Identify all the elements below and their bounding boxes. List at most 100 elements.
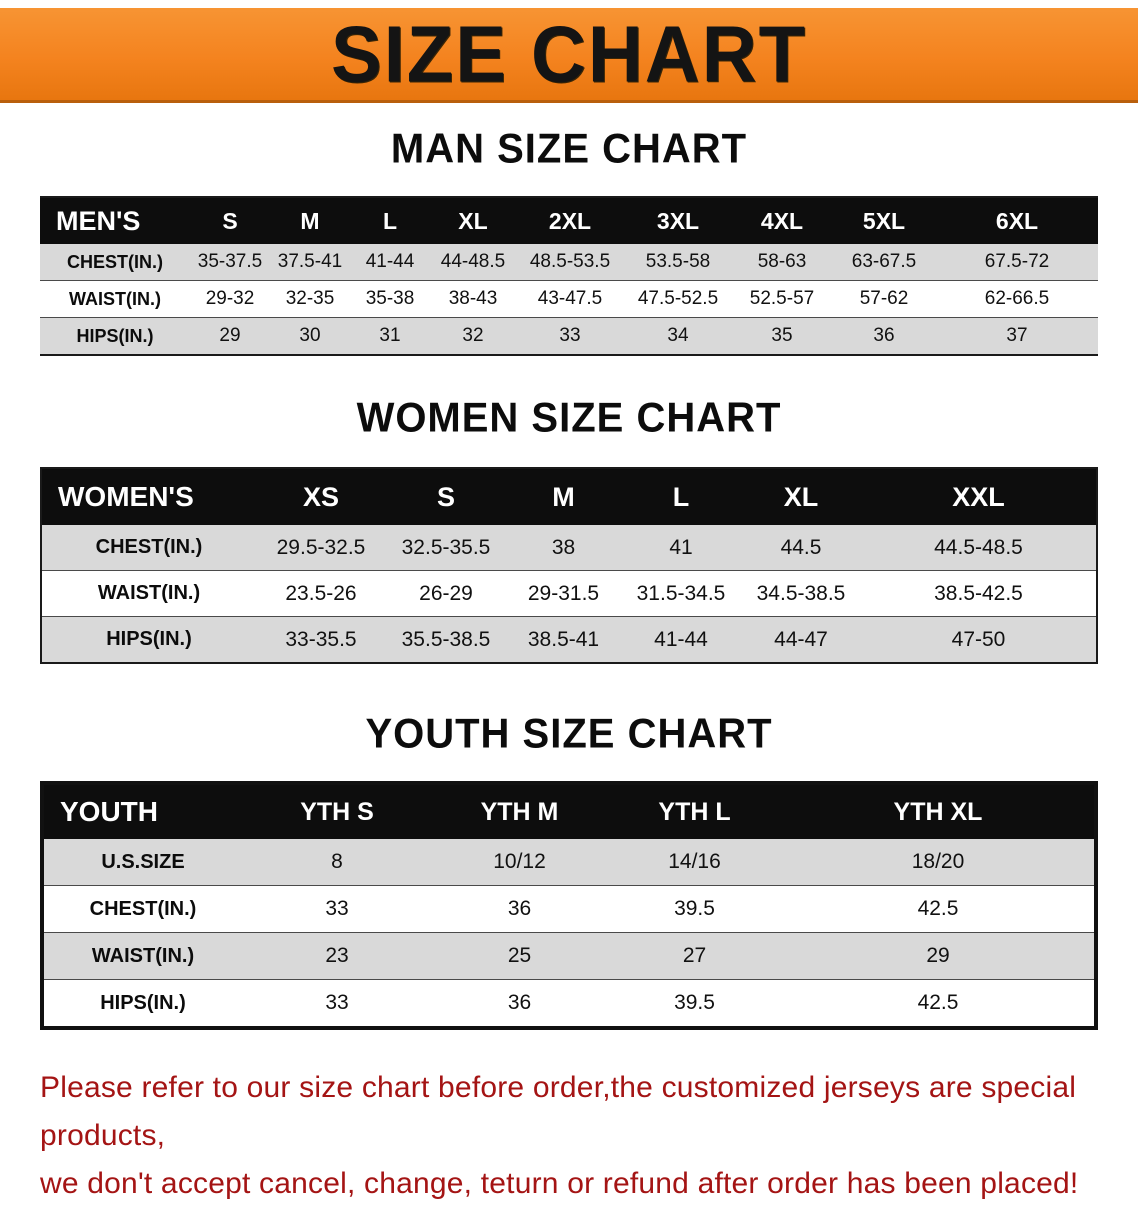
section-youth: YOUTH SIZE CHART YOUTH YTH S YTH M YTH L YTH… bbox=[0, 711, 1138, 1030]
row-label: HIPS(IN.) bbox=[100, 991, 186, 1014]
measurement-value: 29.5-32.5 bbox=[276, 535, 366, 559]
row-label: WAIST(IN.) bbox=[97, 582, 201, 604]
measurement-value: 41-44 bbox=[654, 627, 708, 651]
measurement-value: 63-67.5 bbox=[851, 251, 917, 272]
measurement-value: 37 bbox=[1006, 325, 1028, 346]
measurement-value: 29 bbox=[219, 325, 241, 346]
table-header-row: YOUTH YTH S YTH M YTH L YTH XL bbox=[42, 783, 1096, 839]
measurement-value: 52.5-57 bbox=[749, 288, 815, 309]
youth-size-table: YOUTH YTH S YTH M YTH L YTH XL U.S.SIZE 8 10/1… bbox=[40, 781, 1098, 1030]
women-size-table: WOMEN'S XS S M L XL XXL CHEST(IN.) 29.5-32.5 32.… bbox=[40, 467, 1098, 664]
size-column-header: M bbox=[270, 197, 350, 244]
measurement-value: 42.5 bbox=[917, 897, 959, 920]
size-column-header: 6XL bbox=[936, 197, 1098, 244]
size-column-header: L bbox=[350, 197, 430, 244]
measurement-value: 33 bbox=[325, 897, 349, 920]
measurement-row: HIPS(IN.) 29 30 31 32 33 34 35 36 37 bbox=[40, 317, 1098, 355]
measurement-value: 32-35 bbox=[285, 288, 335, 309]
size-column-header: 3XL bbox=[624, 197, 732, 244]
measurement-value: 8 bbox=[331, 850, 343, 873]
section-women: WOMEN SIZE CHART WOMEN'S XS S M L XL XXL CHEST… bbox=[0, 395, 1138, 664]
table-corner-label: WOMEN'S bbox=[41, 468, 256, 525]
measurement-value: 35.5-38.5 bbox=[401, 627, 491, 651]
measurement-value: 33 bbox=[325, 991, 349, 1014]
banner-title: SIZE CHART bbox=[331, 9, 807, 99]
men-size-table: MEN'S S M L XL 2XL 3XL 4XL 5XL 6XL CHEST(IN.) 35-3… bbox=[40, 196, 1098, 356]
measurement-row: CHEST(IN.) 29.5-32.5 32.5-35.5 38 41 44.5 44.5… bbox=[41, 525, 1097, 571]
measurement-value: 10/12 bbox=[493, 850, 546, 873]
measurement-value: 27 bbox=[682, 944, 707, 967]
measurement-value: 35-38 bbox=[365, 288, 415, 309]
men-section-heading: MAN SIZE CHART bbox=[390, 126, 748, 172]
size-column-header: 2XL bbox=[516, 197, 624, 244]
size-column-header: YTH S bbox=[242, 783, 432, 839]
measurement-value: 44.5-48.5 bbox=[934, 535, 1023, 559]
measurement-value: 47.5-52.5 bbox=[637, 288, 719, 309]
measurement-value: 39.5 bbox=[674, 991, 715, 1014]
footer-disclaimer: Please refer to our size chart before or… bbox=[40, 1064, 1100, 1208]
size-column-header: S bbox=[386, 468, 506, 525]
size-chart-banner: SIZE CHART bbox=[0, 8, 1138, 103]
measurement-value: 67.5-72 bbox=[984, 251, 1050, 272]
measurement-value: 26-29 bbox=[419, 581, 473, 605]
table-header-row: WOMEN'S XS S M L XL XXL bbox=[41, 468, 1097, 525]
measurement-row: HIPS(IN.) 33-35.5 35.5-38.5 38.5-41 41-44 44-… bbox=[41, 616, 1097, 663]
size-column-header: 5XL bbox=[832, 197, 936, 244]
footer-line-1: Please refer to our size chart before or… bbox=[40, 1071, 1077, 1152]
measurement-value: 38.5-42.5 bbox=[934, 581, 1023, 605]
table-header-row: MEN'S S M L XL 2XL 3XL 4XL 5XL 6XL bbox=[40, 197, 1098, 244]
measurement-value: 29-31.5 bbox=[527, 581, 600, 605]
measurement-row: U.S.SIZE 8 10/12 14/16 18/20 bbox=[42, 839, 1096, 886]
measurement-row: WAIST(IN.) 29-32 32-35 35-38 38-43 43-47.5 47.… bbox=[40, 280, 1098, 318]
measurement-value: 31 bbox=[379, 325, 401, 346]
measurement-value: 57-62 bbox=[859, 288, 909, 309]
measurement-value: 14/16 bbox=[668, 850, 721, 873]
size-column-header: S bbox=[190, 197, 270, 244]
measurement-value: 38-43 bbox=[448, 288, 498, 309]
footer-line-2: we don't accept cancel, change, teturn o… bbox=[40, 1167, 1079, 1200]
measurement-value: 32.5-35.5 bbox=[401, 535, 491, 559]
women-section-heading: WOMEN SIZE CHART bbox=[356, 395, 782, 441]
size-column-header: XS bbox=[256, 468, 386, 525]
table-corner-label: MEN'S bbox=[40, 197, 190, 244]
size-column-header: YTH L bbox=[607, 783, 782, 839]
measurement-value: 23 bbox=[325, 944, 349, 967]
measurement-value: 53.5-58 bbox=[645, 251, 711, 272]
row-label: WAIST(IN.) bbox=[91, 944, 195, 967]
measurement-value: 34 bbox=[667, 325, 689, 346]
size-column-header: L bbox=[621, 468, 741, 525]
row-label: HIPS(IN.) bbox=[76, 325, 154, 346]
measurement-row: HIPS(IN.) 33 36 39.5 42.5 bbox=[42, 979, 1096, 1028]
measurement-row: CHEST(IN.) 35-37.5 37.5-41 41-44 44-48.5 48.5… bbox=[40, 244, 1098, 281]
measurement-value: 29-32 bbox=[205, 288, 255, 309]
measurement-value: 48.5-53.5 bbox=[529, 251, 611, 272]
measurement-row: CHEST(IN.) 33 36 39.5 42.5 bbox=[42, 885, 1096, 933]
measurement-value: 43-47.5 bbox=[537, 288, 603, 309]
measurement-value: 62-66.5 bbox=[984, 288, 1050, 309]
measurement-value: 44.5 bbox=[780, 535, 822, 559]
measurement-value: 41-44 bbox=[365, 251, 415, 272]
measurement-value: 44-47 bbox=[774, 627, 828, 651]
size-column-header: XL bbox=[741, 468, 861, 525]
measurement-value: 29 bbox=[926, 944, 950, 967]
row-label: CHEST(IN.) bbox=[95, 536, 203, 558]
size-column-header: XL bbox=[430, 197, 516, 244]
measurement-value: 42.5 bbox=[917, 991, 959, 1014]
measurement-value: 31.5-34.5 bbox=[636, 581, 726, 605]
measurement-value: 37.5-41 bbox=[277, 251, 343, 272]
measurement-value: 35-37.5 bbox=[197, 251, 263, 272]
measurement-value: 33-35.5 bbox=[285, 627, 357, 651]
size-column-header: YTH XL bbox=[782, 783, 1096, 839]
row-label: HIPS(IN.) bbox=[106, 628, 192, 650]
measurement-value: 32 bbox=[462, 325, 484, 346]
row-label: CHEST(IN.) bbox=[67, 251, 163, 272]
size-column-header: 4XL bbox=[732, 197, 832, 244]
youth-section-heading: YOUTH SIZE CHART bbox=[365, 711, 773, 757]
measurement-value: 36 bbox=[507, 991, 532, 1014]
measurement-row: WAIST(IN.) 23 25 27 29 bbox=[42, 932, 1096, 980]
row-label: CHEST(IN.) bbox=[89, 897, 197, 920]
table-corner-label: YOUTH bbox=[42, 783, 242, 839]
measurement-value: 38 bbox=[551, 535, 576, 559]
measurement-value: 34.5-38.5 bbox=[756, 581, 846, 605]
measurement-value: 33 bbox=[559, 325, 581, 346]
